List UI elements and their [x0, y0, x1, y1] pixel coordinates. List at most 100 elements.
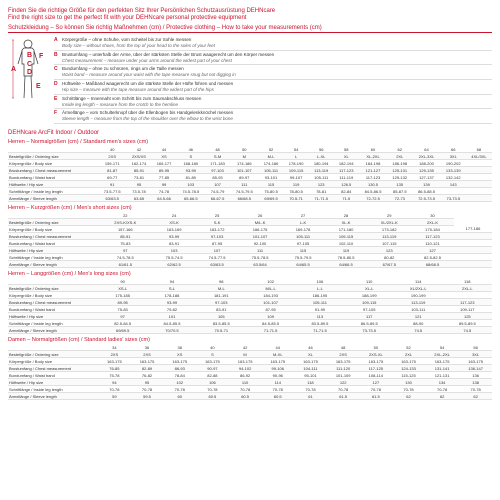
row-label: Ärmellänge / Sleeve length: [8, 393, 98, 400]
size-cell: M: [229, 351, 262, 358]
size-cell: 93-101: [259, 174, 284, 181]
size-cell: 115-125: [392, 372, 425, 379]
size-cell: 70-78: [294, 386, 327, 393]
size-cell: 80-82: [368, 254, 411, 261]
size-cell: 90-96: [261, 372, 294, 379]
size-cell: [466, 195, 492, 202]
size-cell: 90-97: [196, 365, 229, 372]
size-cell: 3XL: [441, 153, 466, 160]
size-cell: 72-72.5: [359, 195, 387, 202]
size-cell: 3XL: [459, 351, 492, 358]
size-cell: 82-89: [131, 365, 164, 372]
subsection-title: Damen – Normalgrößen (cm) / Standard lad…: [8, 337, 492, 343]
size-cell: 75.5-78.5: [239, 254, 282, 261]
size-cell: 129-135: [412, 167, 440, 174]
row-label: Bestellgröße / Ordering size: [8, 219, 98, 226]
size-cell: 74.5-78.5: [177, 188, 205, 195]
size-cell: 86.5-89.5: [345, 320, 394, 327]
size-cell: 127-137: [412, 174, 440, 181]
size-cell: 66-67.5: [205, 195, 230, 202]
size-cell: 65-66.5: [177, 195, 205, 202]
size-cell: 91-99: [295, 306, 344, 313]
size-cell: 163-175: [459, 358, 492, 365]
size-cell: 110: [229, 379, 262, 386]
size-cell: 67/67.5: [368, 261, 411, 268]
size-cell: 2XS/XS: [126, 153, 151, 160]
size-cell: 89-97: [230, 174, 258, 181]
size-cell: [454, 261, 492, 268]
size-cell: 86-92: [229, 372, 262, 379]
size-cell: 61: [294, 393, 327, 400]
size-cell: 88-90: [394, 320, 443, 327]
size-cell: 135: [387, 181, 412, 188]
size-cell: 68/68.5: [411, 261, 454, 268]
size-cell: 70-78: [459, 386, 492, 393]
size-cell: 66/68.5: [230, 195, 258, 202]
size-cell: [454, 233, 492, 240]
size-cell: 73-73.5: [345, 327, 394, 334]
size-cell: 70-78: [261, 386, 294, 393]
size-cell: XL-2XL: [359, 153, 387, 160]
size-cell: 107-115: [368, 240, 411, 247]
size-cell: 109-115: [325, 233, 368, 240]
row-label: Schrittlänge / Inside leg length: [8, 386, 98, 393]
size-cell: 70-78: [163, 386, 196, 393]
size-cell: 73-81: [126, 174, 151, 181]
size-cell: 173-182: [368, 226, 411, 233]
size-cell: 2XS: [131, 351, 164, 358]
size-cell: [466, 160, 492, 167]
measurement-section: A B C D E F AKörpergröße – ohne Schuhe, …: [8, 36, 492, 124]
size-cell: 163-175: [163, 358, 196, 365]
size-cell: 85-87.5: [387, 188, 412, 195]
size-cell: 163-175: [196, 358, 229, 365]
size-cell: 110-121: [411, 240, 454, 247]
size-cell: 85-93: [205, 174, 230, 181]
size-cell: 121: [394, 313, 443, 320]
size-cell: 70-78: [425, 386, 459, 393]
size-cell: 163-175: [327, 358, 360, 365]
size-cell: 123: [309, 181, 334, 188]
measure-letter: A: [54, 37, 62, 49]
measure-text: Körpergröße – ohne Schuhe, vom Scheitel …: [62, 37, 492, 49]
size-cell: 60.5: [196, 393, 229, 400]
measure-row: AKörpergröße – ohne Schuhe, vom Scheitel…: [54, 36, 492, 51]
size-cell: 133-139: [441, 167, 466, 174]
size-cell: 70-78: [196, 386, 229, 393]
row-label: Schrittlänge / Inside leg length: [8, 320, 98, 327]
measure-row: BBrustumfang – unterhalb der Arme, über …: [54, 51, 492, 66]
size-cell: 78-84: [163, 372, 196, 379]
measure-row: FÄrmellänge – vom Schulterknopf über die…: [54, 109, 492, 124]
size-cell: 130: [392, 379, 425, 386]
size-cell: 182-194: [334, 160, 359, 167]
measure-text: Brustumfang – unterhalb der Arme, über d…: [62, 52, 492, 64]
size-cell: 69-77: [98, 174, 126, 181]
size-cell: [466, 181, 492, 188]
header-de: Finden Sie die richtige Größe für den pe…: [8, 8, 492, 14]
size-cell: 166-175: [239, 226, 282, 233]
size-cell: 60.5: [229, 393, 262, 400]
size-cell: 109-117: [443, 306, 492, 313]
size-cell: 69/69.5: [259, 195, 284, 202]
size-cell: 125-131: [387, 167, 412, 174]
size-cell: 78-81: [309, 188, 334, 195]
size-cell: 94-102: [229, 365, 262, 372]
size-cell: 117-123: [334, 167, 359, 174]
size-cell: 178-188: [147, 292, 196, 299]
size-cell: 63.5/64: [239, 261, 282, 268]
measure-text: Hüftweite – Maßband waagerecht um die st…: [62, 81, 492, 93]
row-label: Bundumfang / Waist band: [8, 372, 98, 379]
size-cell: 178-190: [284, 160, 309, 167]
size-cell: 76-85: [98, 365, 131, 372]
size-cell: 77-85: [152, 174, 177, 181]
size-cell: 139: [412, 181, 440, 188]
size-cell: 59.5: [131, 393, 164, 400]
size-cell: 91: [98, 181, 126, 188]
size-cell: 111: [230, 181, 258, 188]
size-cell: 74.5-79: [205, 188, 230, 195]
row-label: Schrittlänge / Inside leg length: [8, 188, 98, 195]
size-cell: 114: [261, 379, 294, 386]
size-cell: 81-87: [98, 167, 126, 174]
size-cell: 70-78: [98, 386, 131, 393]
size-cell: 157-166: [98, 226, 153, 233]
size-cell: 117-123: [443, 299, 492, 306]
